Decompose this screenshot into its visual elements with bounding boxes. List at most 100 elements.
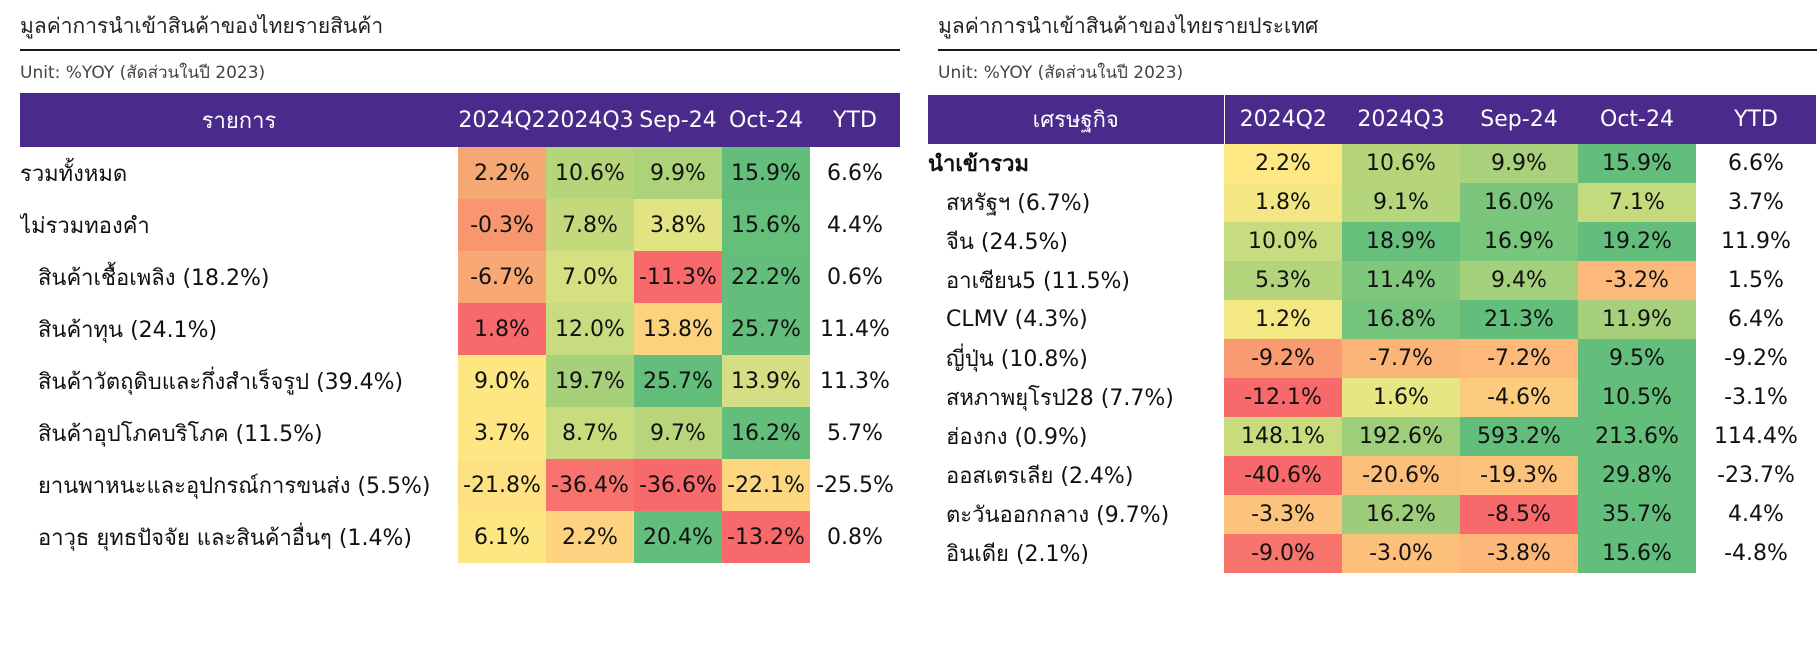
right-cell-2024q3: -7.7% — [1342, 339, 1460, 378]
right-cell-ytd: 6.4% — [1696, 300, 1816, 339]
right-cell-oct24: 7.1% — [1578, 183, 1696, 222]
right-cell-sep24: 9.4% — [1460, 261, 1578, 300]
left-cell-sep24: 9.9% — [634, 147, 722, 199]
right-cell-2024q3: 1.6% — [1342, 378, 1460, 417]
right-table-row: จีน (24.5%) 10.0% 18.9% 16.9% 19.2% 11.9% — [928, 222, 1816, 261]
right-cell-2024q2: -9.0% — [1224, 534, 1342, 573]
left-cell-sep24: -36.6% — [634, 459, 722, 511]
right-cell-oct24: 15.6% — [1578, 534, 1696, 573]
left-unit: Unit: %YOY (สัดส่วนในปี 2023) — [20, 63, 266, 83]
left-header-item: รายการ — [20, 93, 458, 147]
right-unit: Unit: %YOY (สัดส่วนในปี 2023) — [938, 63, 1184, 83]
left-cell-sep24: 13.8% — [634, 303, 722, 355]
left-table-row: ไม่รวมทองคำ -0.3% 7.8% 3.8% 15.6% 4.4% — [20, 199, 900, 251]
right-cell-2024q2: 2.2% — [1224, 144, 1342, 183]
right-table-row: ญี่ปุ่น (10.8%) -9.2% -7.7% -7.2% 9.5% -9.2% — [928, 339, 1816, 378]
left-cell-2024q3: 2.2% — [546, 511, 634, 563]
left-cell-2024q3: 8.7% — [546, 407, 634, 459]
left-header-sep24: Sep-24 — [634, 93, 722, 147]
left-cell-oct24: 22.2% — [722, 251, 810, 303]
right-cell-sep24: 16.9% — [1460, 222, 1578, 261]
right-cell-2024q3: 9.1% — [1342, 183, 1460, 222]
left-cell-sep24: -11.3% — [634, 251, 722, 303]
right-row-label: ตะวันออกกลาง (9.7%) — [946, 503, 1170, 528]
right-table-row: สหภาพยุโรป28 (7.7%) -12.1% 1.6% -4.6% 10.5% -… — [928, 378, 1816, 417]
right-table: เศรษฐกิจ 2024Q2 2024Q3 Sep-24 Oct-24 YTD… — [928, 95, 1816, 573]
right-cell-ytd: 11.9% — [1696, 222, 1816, 261]
left-cell-ytd: -25.5% — [810, 459, 900, 511]
right-cell-2024q2: -3.3% — [1224, 495, 1342, 534]
left-title-rule — [20, 49, 900, 51]
left-cell-ytd: 0.6% — [810, 251, 900, 303]
right-cell-ytd: -9.2% — [1696, 339, 1816, 378]
right-row-label: จีน (24.5%) — [946, 230, 1068, 255]
right-cell-2024q3: -3.0% — [1342, 534, 1460, 573]
left-row-label: สินค้าอุปโภคบริโภค (11.5%) — [38, 421, 323, 447]
left-cell-2024q2: -21.8% — [458, 459, 546, 511]
right-cell-oct24: 29.8% — [1578, 456, 1696, 495]
right-table-row: ตะวันออกกลาง (9.7%) -3.3% 16.2% -8.5% 35.7% 4… — [928, 495, 1816, 534]
right-row-label: CLMV (4.3%) — [946, 307, 1088, 332]
right-cell-2024q3: -20.6% — [1342, 456, 1460, 495]
right-row-label: ออสเตรเลีย (2.4%) — [946, 464, 1134, 489]
right-cell-2024q2: -9.2% — [1224, 339, 1342, 378]
right-cell-2024q2: 1.8% — [1224, 183, 1342, 222]
right-row-label: ญี่ปุ่น (10.8%) — [946, 347, 1088, 372]
left-row-label: สินค้าทุน (24.1%) — [38, 317, 218, 343]
right-header-oct24: Oct-24 — [1578, 95, 1696, 144]
right-cell-2024q2: 10.0% — [1224, 222, 1342, 261]
right-cell-oct24: 11.9% — [1578, 300, 1696, 339]
right-header-sep24: Sep-24 — [1460, 95, 1578, 144]
right-cell-2024q3: 10.6% — [1342, 144, 1460, 183]
left-cell-ytd: 6.6% — [810, 147, 900, 199]
left-cell-sep24: 25.7% — [634, 355, 722, 407]
left-header-2024q2: 2024Q2 — [458, 93, 546, 147]
left-cell-oct24: 25.7% — [722, 303, 810, 355]
left-cell-sep24: 20.4% — [634, 511, 722, 563]
left-cell-2024q3: 7.0% — [546, 251, 634, 303]
left-row-label: ยานพาหนะและอุปกรณ์การขนส่ง (5.5%) — [38, 473, 431, 499]
right-title-rule — [938, 49, 1817, 51]
left-header-oct24: Oct-24 — [722, 93, 810, 147]
left-header-ytd: YTD — [810, 93, 900, 147]
left-row-label: อาวุธ ยุทธปัจจัย และสินค้าอื่นๆ (1.4%) — [38, 525, 412, 551]
right-table-row: อาเซียน5 (11.5%) 5.3% 11.4% 9.4% -3.2% 1.5% — [928, 261, 1816, 300]
left-cell-ytd: 4.4% — [810, 199, 900, 251]
right-row-label: อาเซียน5 (11.5%) — [946, 269, 1130, 294]
left-row-label: สินค้าเชื้อเพลิง (18.2%) — [38, 265, 270, 291]
left-cell-ytd: 11.3% — [810, 355, 900, 407]
right-table-row: นำเข้ารวม 2.2% 10.6% 9.9% 15.9% 6.6% — [928, 144, 1816, 183]
right-cell-sep24: 21.3% — [1460, 300, 1578, 339]
left-table-row: สินค้าทุน (24.1%) 1.8% 12.0% 13.8% 25.7% 11.4… — [20, 303, 900, 355]
right-table-row: ออสเตรเลีย (2.4%) -40.6% -20.6% -19.3% 29.8%… — [928, 456, 1816, 495]
right-cell-ytd: 4.4% — [1696, 495, 1816, 534]
right-cell-ytd: -4.8% — [1696, 534, 1816, 573]
left-cell-2024q2: 1.8% — [458, 303, 546, 355]
right-cell-2024q2: 148.1% — [1224, 417, 1342, 456]
right-table-row: สหรัฐฯ (6.7%) 1.8% 9.1% 16.0% 7.1% 3.7% — [928, 183, 1816, 222]
right-cell-sep24: -7.2% — [1460, 339, 1578, 378]
right-cell-2024q3: 11.4% — [1342, 261, 1460, 300]
left-table-row: รวมทั้งหมด 2.2% 10.6% 9.9% 15.9% 6.6% — [20, 147, 900, 199]
right-cell-sep24: -4.6% — [1460, 378, 1578, 417]
right-row-label: สหภาพยุโรป28 (7.7%) — [946, 386, 1174, 411]
left-cell-oct24: 16.2% — [722, 407, 810, 459]
right-cell-sep24: -19.3% — [1460, 456, 1578, 495]
right-cell-oct24: 15.9% — [1578, 144, 1696, 183]
right-title: มูลค่าการนำเข้าสินค้าของไทยรายประเทศ — [938, 14, 1319, 38]
left-table: รายการ 2024Q2 2024Q3 Sep-24 Oct-24 YTD ร… — [20, 93, 900, 563]
right-cell-2024q2: -40.6% — [1224, 456, 1342, 495]
left-cell-oct24: -13.2% — [722, 511, 810, 563]
right-cell-2024q3: 192.6% — [1342, 417, 1460, 456]
left-header-2024q3: 2024Q3 — [546, 93, 634, 147]
right-header-economy: เศรษฐกิจ — [928, 95, 1225, 144]
left-table-row: อาวุธ ยุทธปัจจัย และสินค้าอื่นๆ (1.4%) 6.… — [20, 511, 900, 563]
left-row-label: ไม่รวมทองคำ — [20, 213, 150, 239]
right-cell-sep24: 16.0% — [1460, 183, 1578, 222]
left-row-label: รวมทั้งหมด — [20, 161, 128, 187]
right-cell-oct24: 10.5% — [1578, 378, 1696, 417]
left-cell-2024q2: 9.0% — [458, 355, 546, 407]
left-cell-oct24: 15.9% — [722, 147, 810, 199]
right-header-2024q3: 2024Q3 — [1342, 95, 1460, 144]
right-row-label: นำเข้ารวม — [928, 152, 1029, 177]
